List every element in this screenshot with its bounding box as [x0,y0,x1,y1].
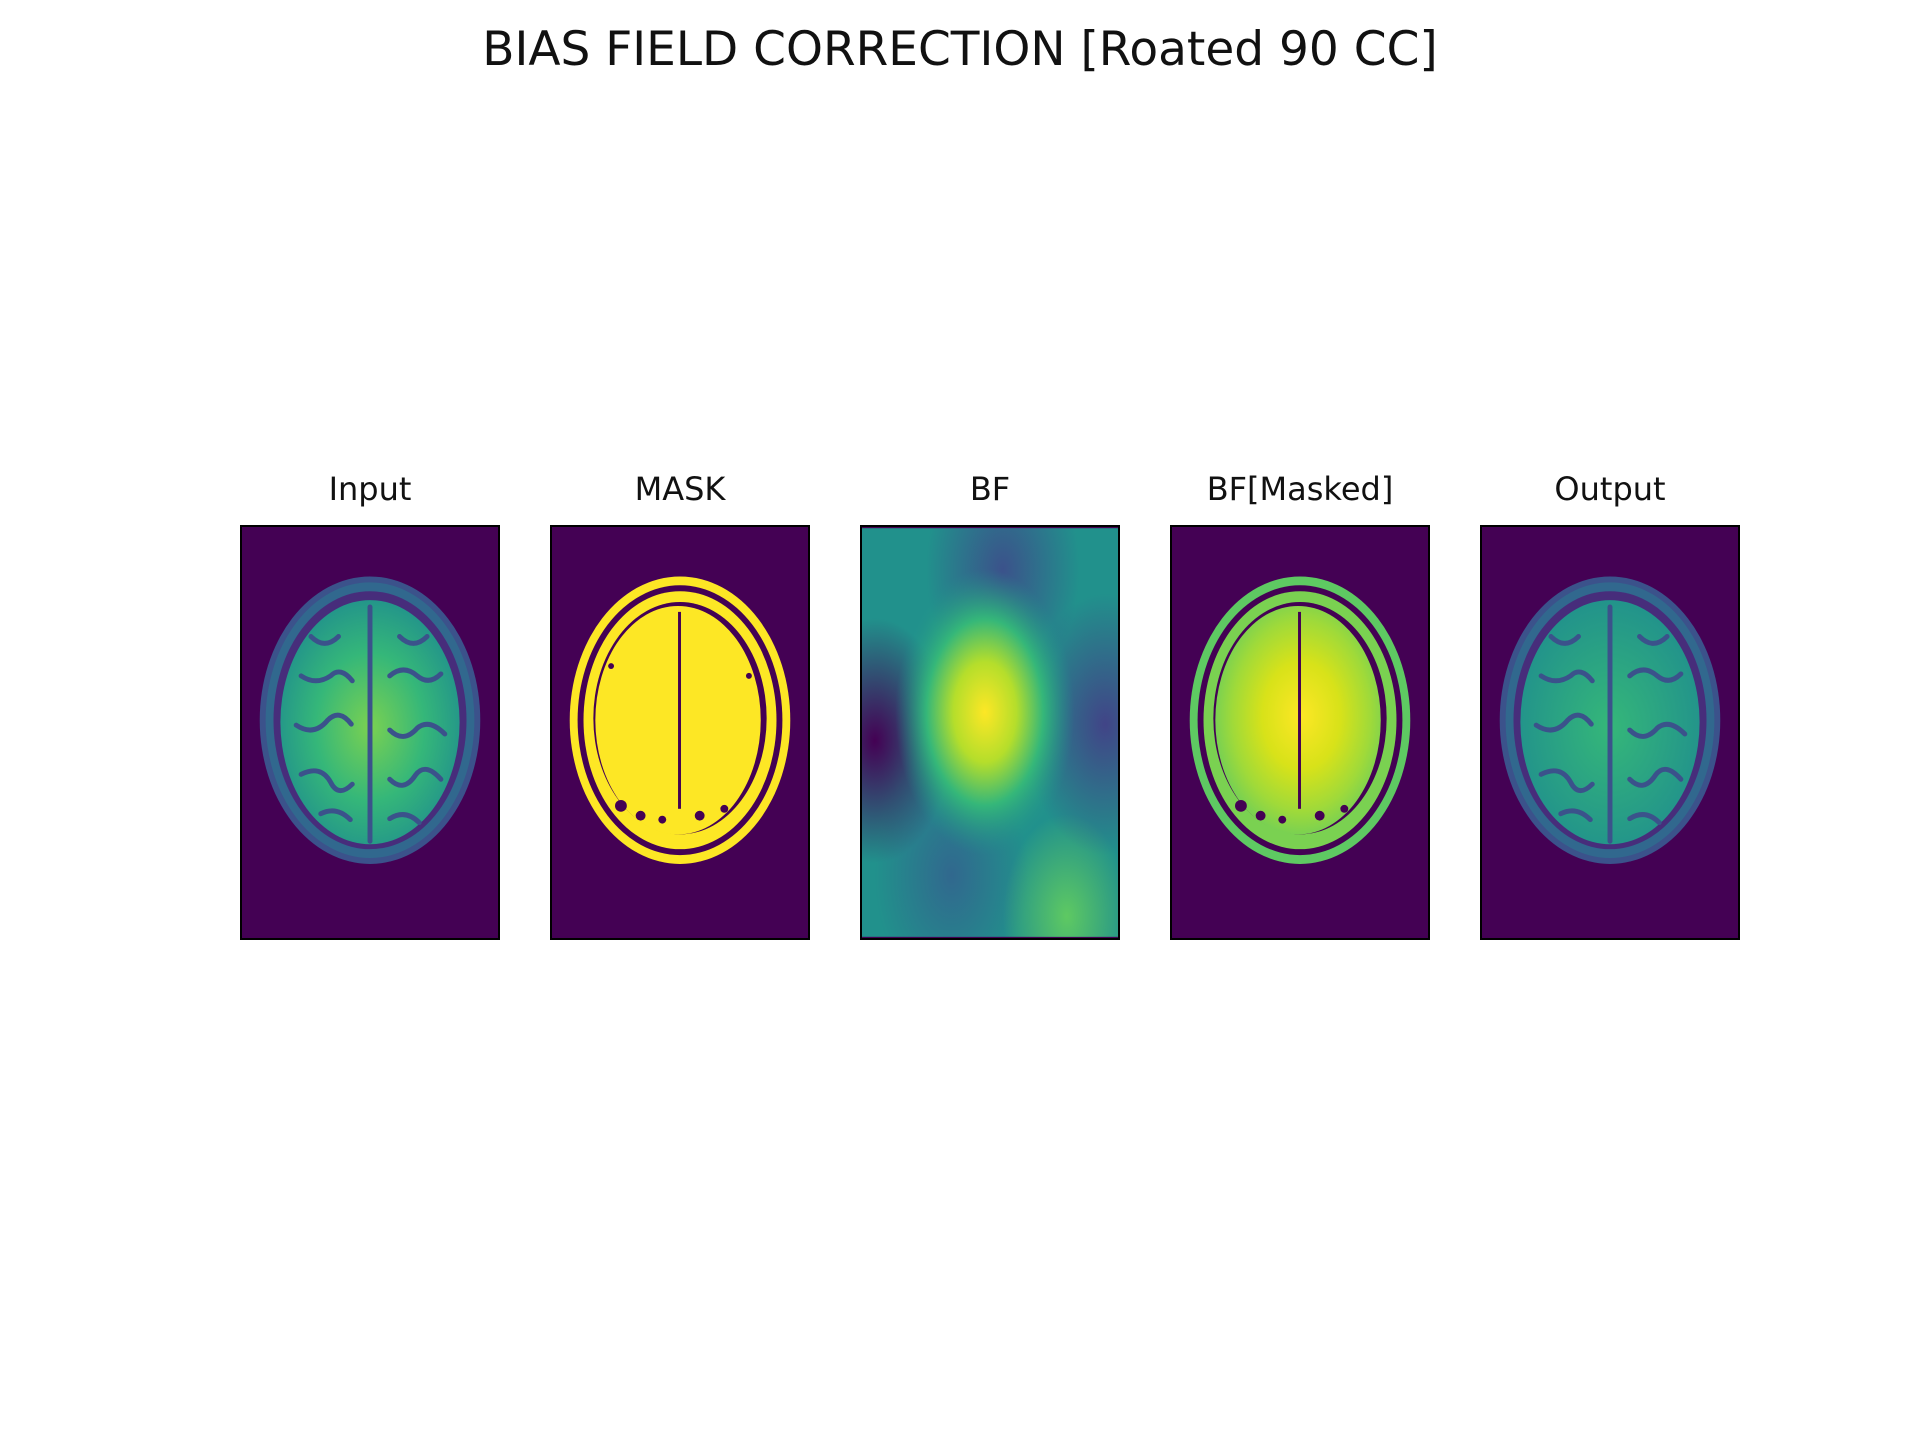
panel-title-mask: MASK [634,470,726,508]
panel-title-input: Input [328,470,412,508]
input-brain-image [242,528,498,937]
output-image-panel [1480,525,1740,940]
figure-title: BIAS FIELD CORRECTION [Roated 90 CC] [482,22,1438,77]
bias-field-masked-panel [1170,525,1430,940]
input-image-panel [240,525,500,940]
panel-title-bf: BF [969,470,1011,508]
mask-image-panel [550,525,810,940]
output-brain-image [1482,528,1738,937]
bias-field-image [862,528,1118,937]
panel-title-bf-masked: BF[Masked] [1206,470,1394,508]
bias-field-panel [860,525,1120,940]
bias-field-masked-image [1172,528,1428,937]
mask-image [552,528,808,937]
panel-title-output: Output [1554,470,1666,508]
